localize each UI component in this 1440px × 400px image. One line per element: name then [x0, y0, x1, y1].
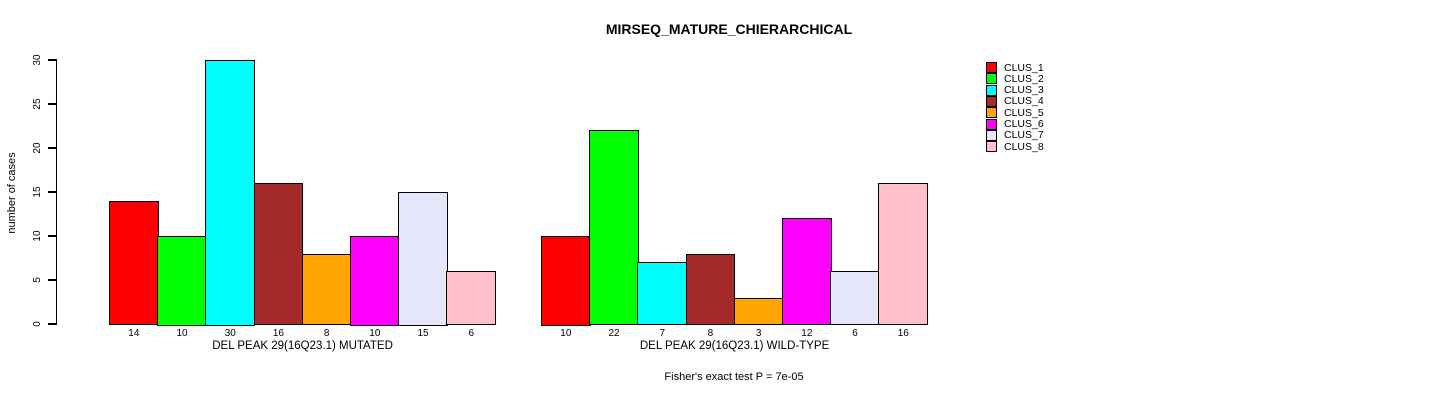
bar-value-label: 16 — [897, 328, 909, 339]
bar-value-label: 15 — [417, 328, 429, 339]
group-label: DEL PEAK 29(16Q23.1) WILD-TYPE — [639, 340, 830, 352]
y-tick-label: 30 — [32, 54, 43, 66]
legend-label: CLUS_8 — [1004, 140, 1044, 153]
legend-label: CLUS_2 — [1004, 72, 1044, 85]
legend-label: CLUS_3 — [1004, 83, 1044, 96]
bar-value-label: 12 — [801, 328, 813, 339]
legend-swatch — [986, 95, 997, 107]
y-tick-mark — [48, 235, 57, 237]
y-tick-mark — [48, 279, 57, 281]
bar-value-label: 10 — [176, 328, 188, 339]
bar — [733, 297, 784, 326]
bar — [541, 236, 591, 326]
bar-value-label: 10 — [560, 328, 572, 339]
y-tick-label: 15 — [32, 186, 43, 198]
fisher-test-annotation: Fisher's exact test P = 7e-05 — [664, 371, 804, 383]
bar — [301, 253, 352, 326]
y-axis-label: number of cases — [6, 152, 18, 234]
y-tick-mark — [48, 191, 57, 193]
bar-value-label: 14 — [128, 328, 140, 339]
bar — [398, 192, 448, 326]
bar — [782, 218, 832, 326]
y-tick-label: 20 — [32, 142, 43, 154]
bar — [446, 271, 497, 326]
bar-value-label: 8 — [707, 328, 714, 339]
bar — [685, 253, 736, 326]
legend-label: CLUS_6 — [1004, 117, 1044, 130]
bar-value-label: 30 — [224, 328, 236, 339]
bar — [350, 236, 400, 326]
legend-label: CLUS_5 — [1004, 106, 1044, 119]
bar-value-label: 10 — [369, 328, 381, 339]
legend-swatch — [986, 118, 997, 130]
bar — [205, 60, 256, 326]
bar-value-label: 3 — [755, 328, 762, 339]
y-tick-mark — [48, 323, 57, 325]
legend-swatch — [986, 107, 997, 119]
y-tick-mark — [48, 147, 57, 149]
bar-value-label: 6 — [468, 328, 475, 339]
bar — [157, 236, 207, 326]
y-tick-mark — [48, 103, 57, 105]
bar — [253, 183, 304, 326]
bar — [878, 183, 929, 326]
y-tick-label: 25 — [32, 98, 43, 110]
legend-swatch — [986, 129, 997, 141]
bar-value-label: 16 — [272, 328, 284, 339]
bar-value-label: 22 — [608, 328, 620, 339]
y-tick-label: 0 — [32, 321, 43, 327]
y-tick-mark — [48, 59, 57, 61]
legend-swatch — [986, 141, 997, 153]
legend-label: CLUS_4 — [1004, 95, 1044, 108]
bar — [109, 200, 159, 326]
y-tick-label: 5 — [32, 277, 43, 283]
legend-swatch — [986, 73, 997, 85]
bar-value-label: 7 — [659, 328, 666, 339]
chart-title: MIRSEQ_MATURE_CHIERARCHICAL — [605, 21, 853, 37]
y-tick-label: 10 — [32, 230, 43, 242]
bar — [589, 130, 639, 326]
group-label: DEL PEAK 29(16Q23.1) MUTATED — [212, 340, 393, 352]
bar — [637, 262, 688, 326]
legend-swatch — [986, 62, 997, 73]
bar — [830, 271, 880, 326]
bar-value-label: 6 — [852, 328, 858, 339]
legend-swatch — [986, 84, 997, 96]
legend-label: CLUS_7 — [1004, 129, 1044, 142]
legend-label: CLUS_1 — [1004, 61, 1044, 74]
bar-value-label: 8 — [323, 328, 330, 339]
